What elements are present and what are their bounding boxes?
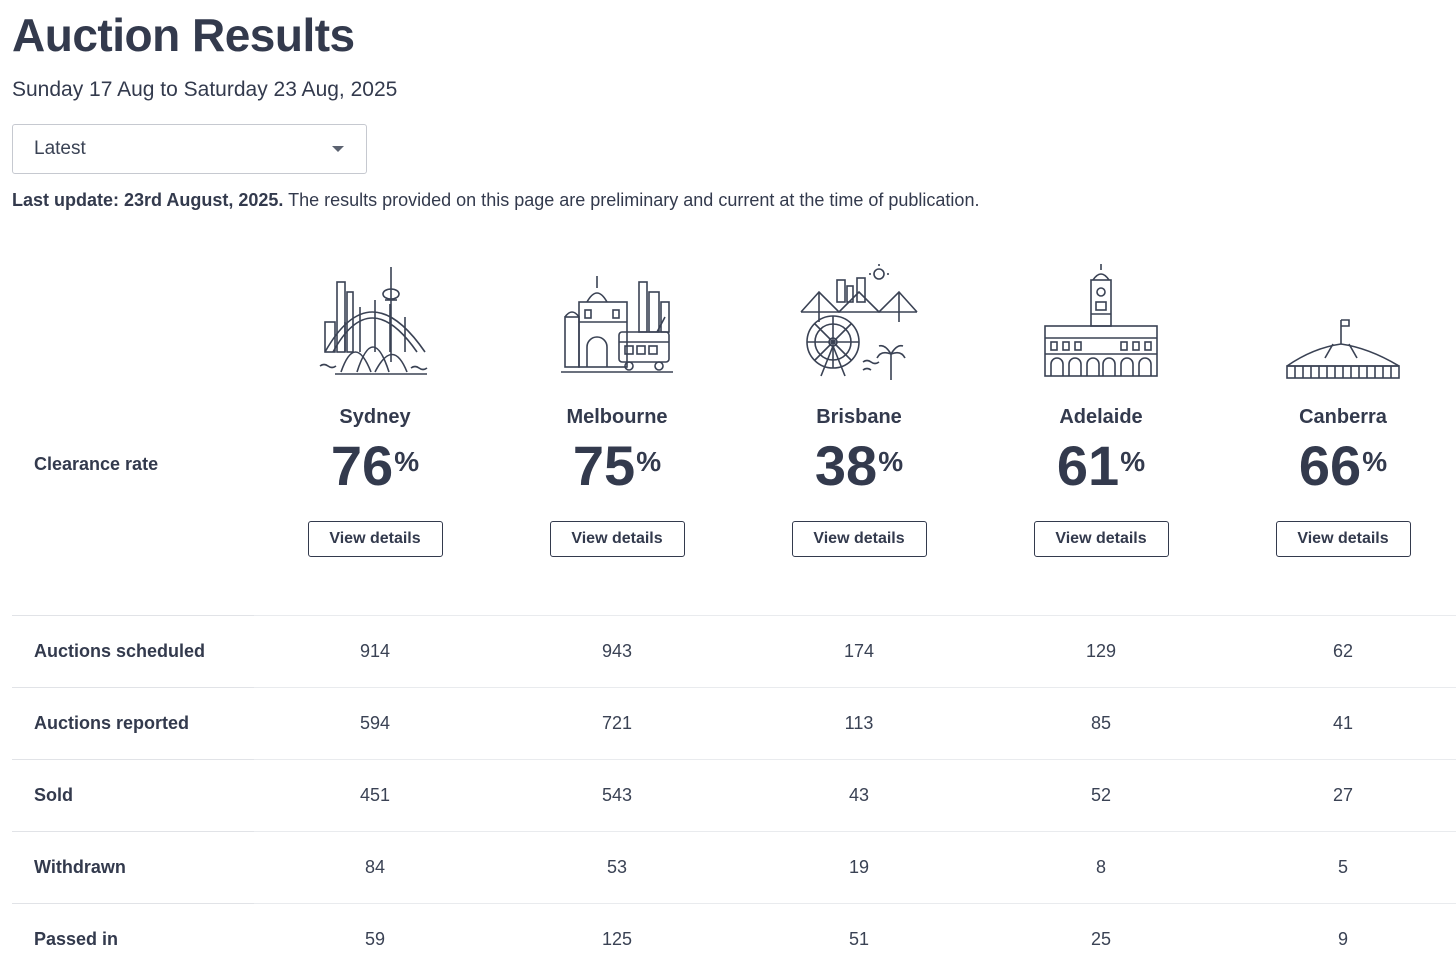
- table-cell: 43: [848, 785, 870, 805]
- city-name: Melbourne: [566, 406, 668, 428]
- table-cell: 25: [1090, 929, 1112, 949]
- table-cell: 914: [359, 641, 391, 661]
- city-column-sydney: Sydney 76% View details: [254, 262, 496, 557]
- table-row: Passed in 59 125 51 25 9: [12, 903, 1456, 975]
- brisbane-skyline-icon: [800, 264, 918, 380]
- page-title: Auction Results: [12, 9, 355, 61]
- table-cell: 594: [359, 713, 391, 733]
- table-cell: 113: [844, 713, 874, 733]
- city-column-brisbane: Brisbane 38% View details: [738, 262, 980, 557]
- table-row: Auctions scheduled 914 943 174 129 62: [12, 615, 1456, 687]
- table-cell: 59: [364, 929, 386, 949]
- city-column-melbourne: Melbourne 75% View details: [496, 262, 738, 557]
- update-notice: Last update: 23rd August, 2025. The resu…: [12, 190, 979, 211]
- melbourne-skyline-icon: [561, 276, 673, 373]
- table-cell: 451: [359, 785, 391, 805]
- city-name: Adelaide: [1059, 406, 1143, 428]
- table-cell: 85: [1090, 713, 1112, 733]
- update-text: The results provided on this page are pr…: [283, 190, 980, 210]
- table-cell: 9: [1337, 929, 1348, 949]
- date-range: Sunday 17 Aug to Saturday 23 Aug, 2025: [12, 78, 398, 101]
- sydney-skyline-icon: [319, 267, 428, 375]
- caret-down-icon: [332, 146, 344, 152]
- view-details-button[interactable]: View details: [791, 521, 927, 557]
- clearance-rate-value: 66%: [1298, 434, 1388, 497]
- table-cell: 19: [848, 857, 870, 877]
- clearance-rate-value: 38%: [814, 434, 904, 497]
- row-label: Withdrawn: [34, 857, 126, 877]
- row-label: Auctions reported: [34, 713, 190, 733]
- city-name: Brisbane: [816, 406, 902, 428]
- canberra-parliament-icon: [1286, 319, 1400, 379]
- table-cell: 129: [1085, 641, 1117, 661]
- table-cell: 53: [606, 857, 628, 877]
- table-cell: 543: [601, 785, 633, 805]
- stats-table: Auctions scheduled 914 943 174 129 62 Au…: [12, 615, 1456, 975]
- table-cell: 41: [1332, 713, 1354, 733]
- table-cell: 721: [601, 713, 633, 733]
- row-label: Sold: [34, 785, 73, 805]
- period-select[interactable]: Latest: [12, 124, 367, 174]
- city-name: Sydney: [339, 406, 411, 428]
- table-cell: 52: [1090, 785, 1112, 805]
- table-cell: 8: [1095, 857, 1106, 877]
- view-details-button[interactable]: View details: [1033, 521, 1169, 557]
- view-details-button[interactable]: View details: [549, 521, 685, 557]
- view-details-button[interactable]: View details: [307, 521, 443, 557]
- city-column-adelaide: Adelaide 61% View details: [980, 262, 1222, 557]
- city-column-canberra: Canberra 66% View details: [1222, 262, 1456, 557]
- period-select-value: Latest: [34, 138, 86, 159]
- table-row: Withdrawn 84 53 19 8 5: [12, 831, 1456, 903]
- table-cell: 174: [843, 641, 875, 661]
- table-cell: 62: [1332, 641, 1354, 661]
- row-label: Auctions scheduled: [34, 641, 206, 661]
- table-cell: 84: [364, 857, 386, 877]
- clearance-rate-value: 75%: [572, 434, 662, 497]
- clearance-rate-value: 76%: [330, 434, 420, 497]
- table-cell: 27: [1332, 785, 1354, 805]
- table-cell: 125: [601, 929, 633, 949]
- table-cell: 5: [1337, 857, 1348, 877]
- clearance-rate-label: Clearance rate: [34, 454, 159, 474]
- table-row: Sold 451 543 43 52 27: [12, 759, 1456, 831]
- row-label: Passed in: [34, 929, 119, 949]
- view-details-button[interactable]: View details: [1275, 521, 1411, 557]
- update-date: Last update: 23rd August, 2025.: [12, 190, 284, 210]
- adelaide-townhall-icon: [1044, 264, 1158, 377]
- clearance-rate-value: 61%: [1056, 434, 1146, 497]
- table-cell: 51: [848, 929, 870, 949]
- city-name: Canberra: [1299, 406, 1387, 428]
- table-row: Auctions reported 594 721 113 85 41: [12, 687, 1456, 759]
- table-cell: 943: [601, 641, 633, 661]
